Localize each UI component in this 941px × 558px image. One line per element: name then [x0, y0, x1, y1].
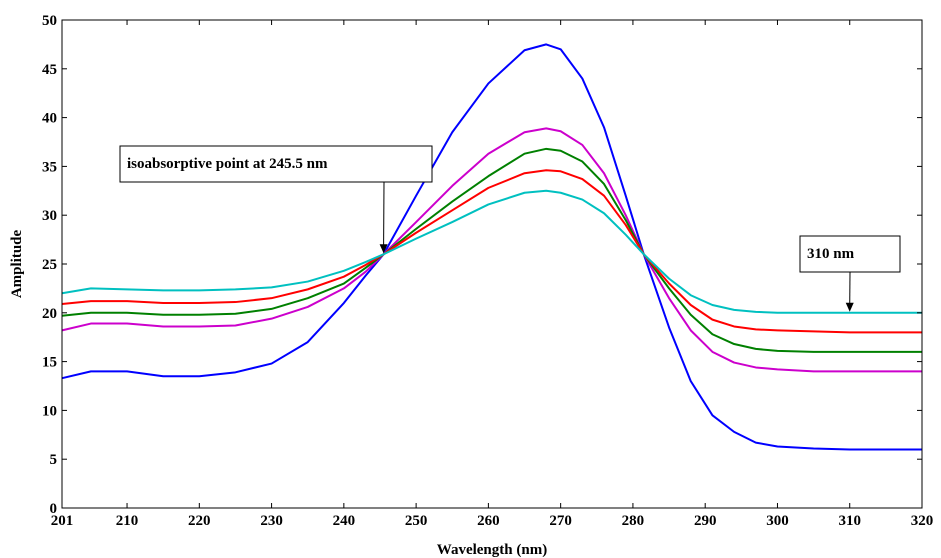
y-tick-label: 30: [42, 208, 57, 224]
x-tick-label: 201: [51, 513, 74, 529]
annotation-310-text: 310 nm: [807, 246, 855, 262]
series-line-4: [61, 169, 922, 334]
y-tick-label: 10: [42, 403, 57, 419]
x-axis-label: Wavelength (nm): [437, 542, 547, 558]
x-tick-label: 260: [477, 513, 500, 529]
x-tick-label: 250: [405, 513, 428, 529]
annotation-box-310: [799, 235, 901, 273]
x-tick-label: 240: [333, 513, 356, 529]
y-tick-label: 15: [42, 355, 57, 371]
annotation-arrowhead-310: [845, 302, 854, 312]
x-tick-label: 300: [766, 513, 789, 529]
series-layer: [61, 43, 922, 451]
y-tick-label: 5: [50, 452, 58, 468]
x-tick-label: 210: [116, 513, 139, 529]
y-tick-label: 25: [42, 257, 57, 273]
y-tick-label: 45: [42, 62, 57, 78]
tick-layer: 201 210 220 230 240 250 260 270 280 290 300 310 320 0…: [42, 13, 933, 529]
x-tick-label: 220: [188, 513, 211, 529]
series-line-2: [61, 127, 922, 373]
x-tick-label: 320: [911, 513, 934, 529]
x-tick-label: 310: [838, 513, 861, 529]
y-tick-label: 50: [42, 13, 57, 29]
annotation-box-isoabsorptive: [119, 145, 433, 183]
series-line-5: [61, 189, 922, 314]
x-tick-label: 230: [260, 513, 283, 529]
x-tick-label: 270: [549, 513, 572, 529]
y-tick-label: 0: [50, 501, 58, 517]
annotation-layer: isoabsorptive point at 245.5 nm 310 nm: [119, 145, 901, 312]
x-tick-label: 290: [694, 513, 717, 529]
y-tick-label: 20: [42, 306, 57, 322]
series-line-3: [61, 147, 922, 353]
y-tick-label: 40: [42, 111, 57, 127]
y-axis-label: Amplitude: [9, 229, 25, 298]
series-line-1: [61, 43, 922, 451]
plot-area: [62, 20, 922, 508]
x-tick-label: 280: [622, 513, 645, 529]
y-tick-label: 35: [42, 159, 57, 175]
annotation-isoabsorptive-text: isoabsorptive point at 245.5 nm: [127, 156, 328, 172]
annotation-arrowhead-isoabsorptive: [379, 244, 388, 254]
